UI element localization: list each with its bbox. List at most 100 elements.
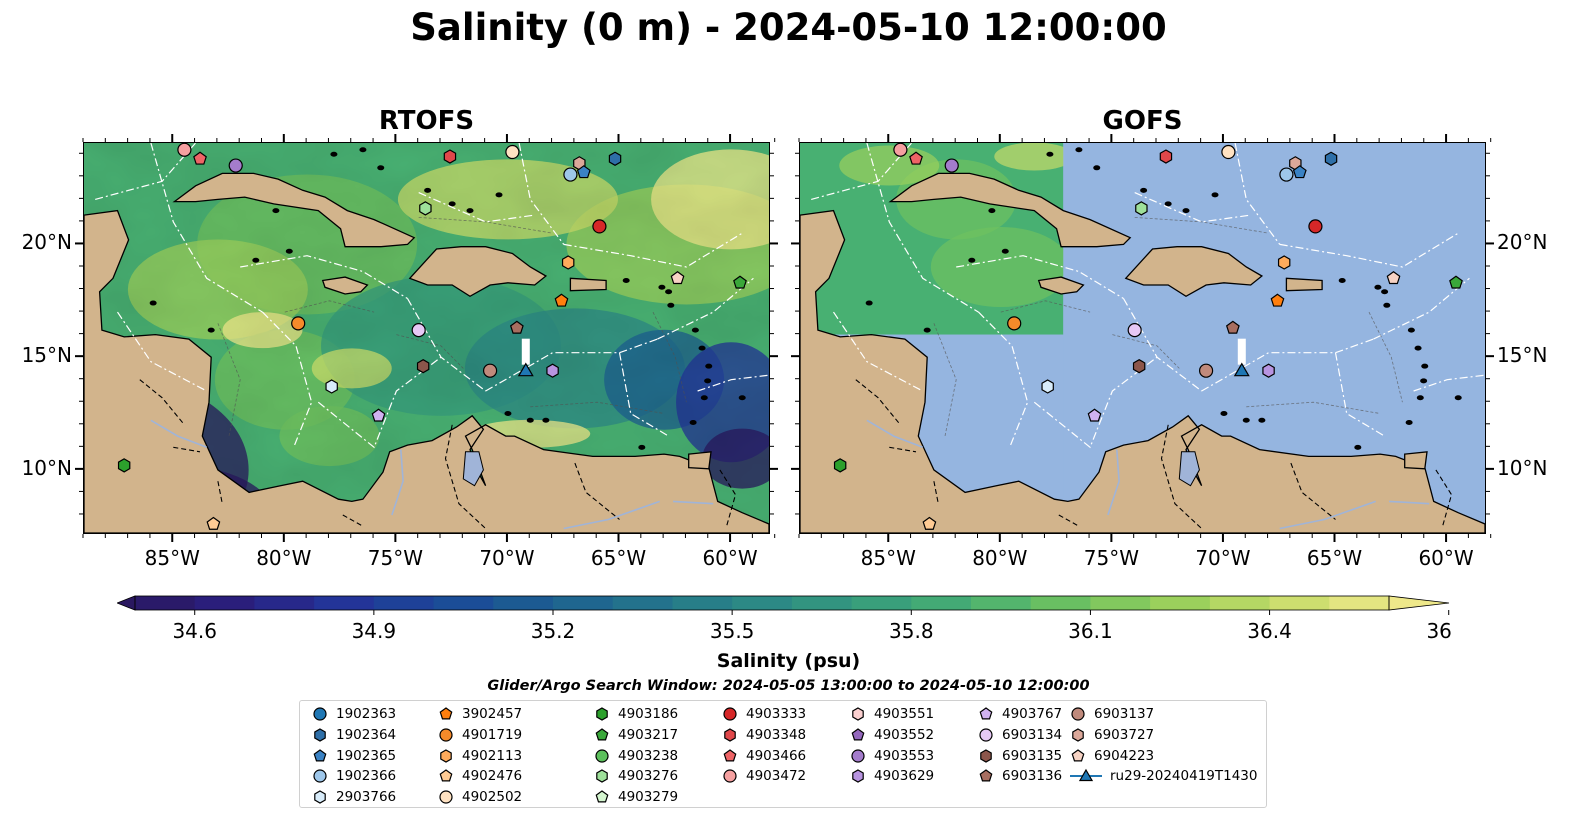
legend-marker xyxy=(596,707,608,721)
legend-entry: 4903279 xyxy=(594,787,678,807)
float-marker xyxy=(1449,275,1463,289)
search-window-caption: Glider/Argo Search Window: 2024-05-05 13… xyxy=(487,678,1090,694)
legend-entry: 4903333 xyxy=(722,704,806,724)
lat-tick-label: 15°N xyxy=(21,343,72,368)
float-marker xyxy=(371,408,386,422)
colorbar-bin xyxy=(373,596,435,610)
legend-entry: 4902502 xyxy=(438,787,522,807)
legend-label: 6903727 xyxy=(1094,726,1155,743)
legend-label: 6903135 xyxy=(1002,747,1063,764)
float-marker xyxy=(1007,316,1022,331)
lon-tick-label: 65°W xyxy=(1306,546,1363,570)
colorbar-bin xyxy=(314,596,375,610)
legend-marker xyxy=(596,769,608,784)
legend-entry: 4901719 xyxy=(438,725,522,745)
float-marker xyxy=(1277,255,1291,270)
float-marker xyxy=(1225,320,1240,334)
legend-marker xyxy=(439,707,453,720)
legend-marker xyxy=(313,707,327,721)
lon-tick-label: 70°W xyxy=(479,546,535,570)
legend-label: 4902476 xyxy=(462,768,523,785)
float-marker xyxy=(1262,363,1275,378)
panel-title-rtofs: RTOFS xyxy=(378,106,475,136)
legend-entry: 6903137 xyxy=(1070,704,1154,724)
lon-tick-label: 60°W xyxy=(1418,546,1474,570)
legend-entry: 6904223 xyxy=(1070,746,1154,766)
float-marker xyxy=(833,458,847,473)
float-marker xyxy=(505,144,520,160)
legend-marker xyxy=(723,748,737,762)
legend-label: 4901719 xyxy=(462,726,523,743)
colorbar-bin xyxy=(672,596,733,610)
hexagon-marker-icon xyxy=(852,769,864,784)
float-marker xyxy=(670,271,685,285)
legend-marker xyxy=(314,790,326,804)
pentagon-marker-icon xyxy=(313,748,327,762)
lat-tick-label: 10°N xyxy=(21,455,72,480)
legend-entry: 4902113 xyxy=(438,746,522,766)
legend-label: 4903466 xyxy=(746,747,807,764)
legend-entry: 4903217 xyxy=(594,725,678,745)
legend-label: 4903186 xyxy=(618,706,679,722)
legend-entry: 1902363 xyxy=(312,704,396,724)
colorbar-bin xyxy=(1329,596,1390,610)
colorbar-bin xyxy=(254,596,315,610)
colorbar-extend-low xyxy=(117,595,136,611)
glider-track xyxy=(1237,338,1246,365)
float-marker xyxy=(592,219,607,234)
colorbar-bin xyxy=(135,596,196,610)
legend-label: 6903137 xyxy=(1094,706,1155,722)
legend-label: 4902113 xyxy=(462,747,523,764)
legend-entry: 4903767 xyxy=(978,704,1062,724)
colorbar-tick-label: 34.6 xyxy=(172,619,217,643)
colorbar-tick-label: 35.2 xyxy=(531,619,576,643)
circle-marker-icon xyxy=(313,707,327,721)
float-marker xyxy=(1159,149,1173,164)
colorbar-bin xyxy=(851,596,912,610)
legend-label: ru29-20240419T1430 xyxy=(1110,768,1258,785)
legend-entry: ru29-20240419T1430 xyxy=(1070,766,1257,786)
circle-marker-icon xyxy=(723,707,737,721)
hexagon-marker-icon xyxy=(980,748,992,763)
legend-marker xyxy=(439,728,453,742)
lat-tick-label: 10°N xyxy=(1497,455,1548,480)
float-marker xyxy=(325,379,338,394)
float-marker xyxy=(1279,167,1294,182)
float-marker xyxy=(1308,219,1323,234)
lat-tick-label: 20°N xyxy=(21,230,72,255)
float-marker xyxy=(554,293,569,307)
legend-marker xyxy=(1071,707,1085,721)
rtofs-map-canvas xyxy=(84,143,769,533)
lon-tick-label: 60°W xyxy=(702,546,758,570)
legend-entry: 6903136 xyxy=(978,766,1062,786)
legend-marker xyxy=(852,769,864,784)
legend-entry: 3902457 xyxy=(438,704,522,724)
colorbar-bin xyxy=(1030,596,1091,610)
glider-marker xyxy=(1233,362,1250,377)
float-marker xyxy=(1198,363,1214,378)
colorbar-bin xyxy=(433,596,494,610)
float-marker xyxy=(419,201,432,216)
lon-tick-label: 80°W xyxy=(256,546,312,570)
float-marker xyxy=(117,458,131,473)
float-marker xyxy=(1127,323,1142,338)
rtofs-land xyxy=(84,147,769,533)
legend-label: 4903276 xyxy=(618,768,679,785)
float-marker xyxy=(206,516,221,530)
pentagon-marker-icon xyxy=(595,790,609,803)
glider-track xyxy=(521,338,530,365)
legend-label: 6903136 xyxy=(1002,768,1063,785)
legend-marker xyxy=(851,748,865,763)
colorbar-bin xyxy=(1090,596,1151,610)
pentagon-marker-icon xyxy=(439,769,453,782)
legend-label: 4903238 xyxy=(618,747,679,764)
colorbar-bin xyxy=(553,596,614,610)
float-marker xyxy=(177,143,192,157)
float-marker xyxy=(1087,408,1102,422)
legend-label: 4903472 xyxy=(746,768,807,785)
hexagon-marker-icon xyxy=(724,728,736,742)
lon-tick-label: 75°W xyxy=(367,546,423,570)
gofs-map-canvas xyxy=(800,143,1485,533)
circle-marker-icon xyxy=(595,748,609,763)
legend-marker xyxy=(979,769,993,782)
